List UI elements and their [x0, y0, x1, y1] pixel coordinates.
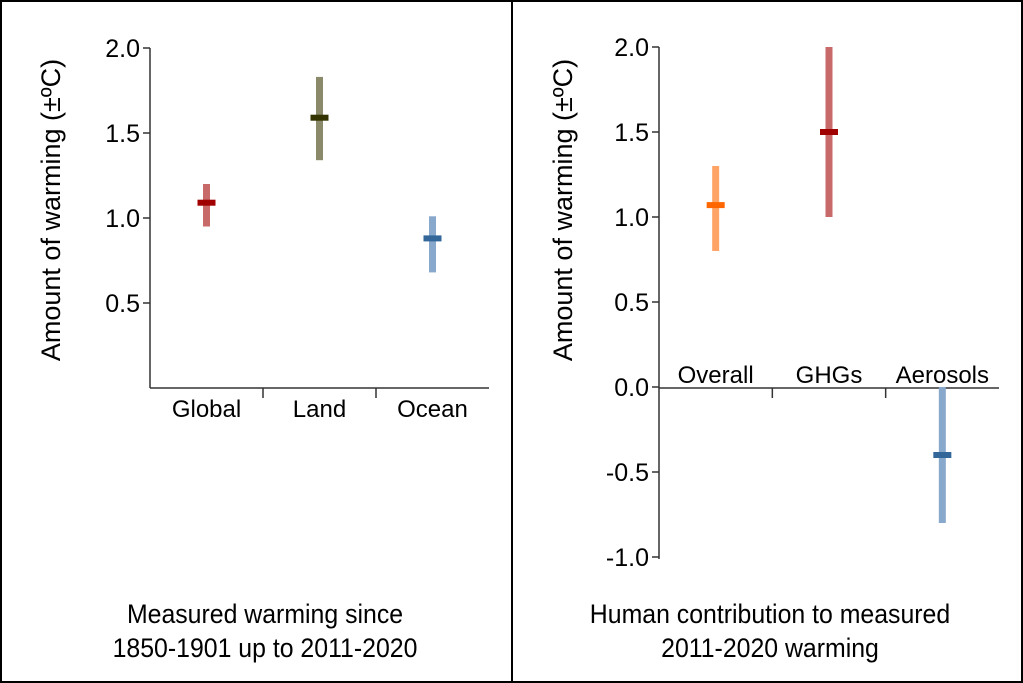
panel-caption-measured-warming: Measured warming since 1850-1901 up to 2…: [40, 597, 491, 665]
y-tick-label: 1.0: [105, 205, 140, 233]
axes: -1.0 -0.5 0.0 0.5 1.0 1.5 2.0 Overall GHGs Aeroso…: [606, 34, 999, 572]
range-bar-overall: [712, 166, 720, 251]
y-tick-label: 1.0: [614, 204, 649, 232]
caption-line: Measured warming since: [126, 599, 404, 629]
y-tick-label: 2.0: [105, 35, 140, 63]
y-tick-label: 1.5: [614, 119, 649, 147]
x-category-label: GHGs: [796, 362, 863, 389]
y-tick-label: 1.5: [105, 120, 140, 148]
caption-line: 1850-1901 up to 2011-2020: [112, 633, 418, 663]
error-bars: [706, 47, 952, 523]
y-tick-label: 0.5: [614, 289, 649, 317]
panel-measured-warming: Amount of warming (±ºC) 0.5 1.0 1.5 2.0 Glob…: [36, 35, 489, 423]
central-estimate-ocean: [423, 235, 442, 242]
panel-caption-human-contribution: Human contribution to measured 2011-2020…: [545, 597, 996, 665]
y-tick-label: 2.0: [614, 34, 649, 62]
caption-line: Human contribution to measured: [589, 599, 951, 629]
x-category-label: Ocean: [397, 396, 468, 423]
central-estimate-land: [310, 114, 329, 121]
y-axis-label: Amount of warming (±ºC): [548, 59, 578, 361]
y-tick-label: 0.5: [105, 290, 140, 318]
central-estimate-overall: [706, 202, 725, 209]
y-axis-label: Amount of warming (±ºC): [36, 59, 66, 361]
caption-line: 2011-2020 warming: [661, 633, 879, 663]
error-bars: [197, 76, 442, 273]
central-estimate-ghgs: [820, 129, 838, 135]
central-estimate-global: [197, 199, 216, 206]
x-category-label: Aerosols: [896, 362, 989, 389]
y-tick-label: 0.0: [614, 374, 649, 402]
x-category-label: Overall: [678, 362, 754, 389]
axes: 0.5 1.0 1.5 2.0 Global Land Ocean: [105, 35, 489, 423]
y-tick-label: -1.0: [606, 544, 649, 572]
central-estimate-aerosols: [933, 452, 952, 458]
range-bar-ocean: [429, 216, 436, 273]
x-category-label: Land: [293, 396, 346, 423]
y-tick-label: -0.5: [606, 459, 649, 487]
panel-human-contribution: Amount of warming (±ºC) -1.0 -0.5 0.0 0.5 1.…: [548, 34, 999, 572]
x-category-label: Global: [172, 396, 241, 423]
